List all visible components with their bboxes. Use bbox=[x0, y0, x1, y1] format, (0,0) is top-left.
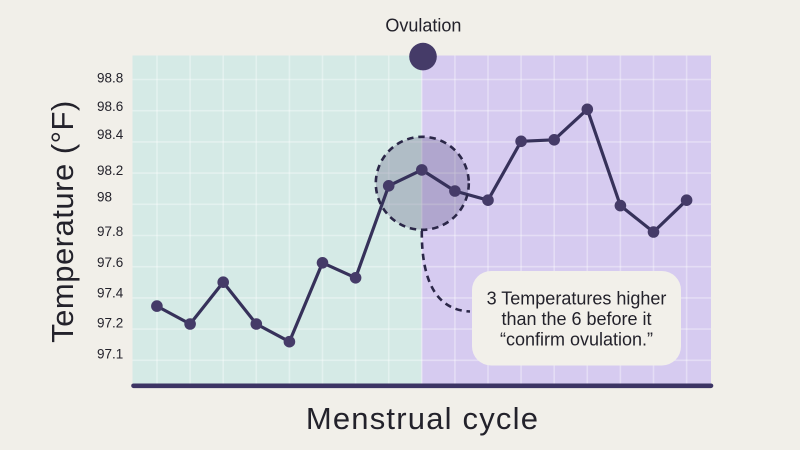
svg-text:Ovulation: Ovulation bbox=[385, 16, 461, 36]
svg-text:Temperature (°F): Temperature (°F) bbox=[45, 100, 80, 343]
svg-text:97.8: 97.8 bbox=[97, 224, 123, 239]
svg-text:98: 98 bbox=[97, 190, 112, 205]
svg-text:98.2: 98.2 bbox=[97, 163, 123, 178]
svg-text:98.8: 98.8 bbox=[97, 71, 123, 86]
svg-text:98.6: 98.6 bbox=[97, 99, 123, 114]
svg-text:3 Temperatures higher: 3 Temperatures higher bbox=[487, 289, 667, 309]
svg-text:97.1: 97.1 bbox=[97, 347, 123, 362]
svg-text:Menstrual cycle: Menstrual cycle bbox=[306, 401, 539, 436]
svg-text:97.2: 97.2 bbox=[97, 316, 123, 331]
svg-text:98.4: 98.4 bbox=[97, 127, 124, 142]
svg-text:“confirm ovulation.”: “confirm ovulation.” bbox=[500, 330, 653, 350]
svg-text:97.6: 97.6 bbox=[97, 255, 123, 270]
svg-text:than the 6 before it: than the 6 before it bbox=[501, 309, 651, 329]
svg-text:97.4: 97.4 bbox=[97, 286, 124, 301]
